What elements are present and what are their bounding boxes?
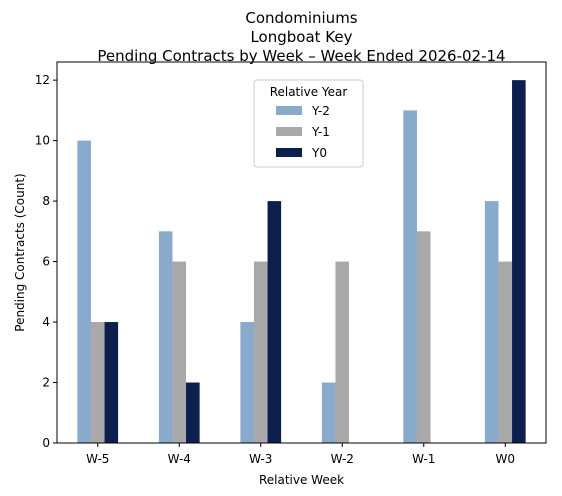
bar-y-2-w-1 [403, 110, 417, 443]
legend-label: Y0 [311, 146, 327, 160]
legend-label: Y-2 [311, 104, 330, 118]
plot-frame [56, 61, 547, 444]
legend-label: Y-1 [311, 125, 330, 139]
x-tick-label: W0 [496, 452, 516, 466]
y-tick-label: 8 [42, 194, 50, 208]
bar-y0-w-5 [104, 322, 119, 443]
title-line-2: Longboat Key [250, 28, 352, 46]
bar-y-1-w-2 [335, 261, 350, 443]
x-tick-label: W-5 [86, 452, 109, 466]
legend-item-y-1: Y-1 [276, 125, 330, 139]
x-axis: W-5 W-4 W-3 W-2 W-1 W0 [86, 443, 515, 466]
bars [77, 80, 526, 444]
bar-y0-w-4 [186, 382, 200, 443]
bar-y-1-w-5 [90, 322, 105, 443]
x-axis-label: Relative Week [259, 473, 344, 487]
bar-y0-w-3 [267, 201, 282, 443]
bar-y-2-w0 [484, 201, 499, 443]
legend-frame [253, 79, 364, 168]
legend-swatch [276, 106, 302, 115]
bar-y-2-w-4 [158, 231, 173, 443]
title-line-3: Pending Contracts by Week – Week Ended 2… [97, 47, 505, 65]
x-tick-label: W-2 [331, 452, 354, 466]
x-tick-label: W-1 [412, 452, 435, 466]
legend: Relative Year Y-2 Y-1 Y0 [253, 79, 364, 168]
y-tick-label: 0 [42, 436, 50, 450]
legend-title: Relative Year [270, 85, 348, 99]
y-tick-label: 12 [35, 73, 50, 87]
title-line-1: Condominiums [245, 9, 357, 27]
legend-item-y-2: Y-2 [276, 104, 330, 118]
y-axis: 0 2 4 6 8 10 12 [35, 73, 57, 450]
bar-y-1-w-1 [416, 231, 431, 443]
x-tick-label: W-3 [249, 452, 272, 466]
y-tick-label: 2 [42, 376, 50, 390]
y-tick-label: 6 [42, 255, 50, 269]
bar-y-2-w-5 [77, 140, 91, 443]
x-tick-label: W-4 [168, 452, 191, 466]
bar-y-1-w-3 [253, 261, 268, 443]
y-tick-label: 10 [35, 134, 50, 148]
y-tick-label: 4 [42, 315, 50, 329]
bar-y-1-w0 [498, 261, 513, 443]
legend-swatch [276, 127, 302, 136]
bar-y-1-w-4 [172, 261, 187, 443]
bar-y0-w0 [512, 80, 526, 444]
bar-y-2-w-3 [240, 322, 254, 443]
bar-y-2-w-2 [321, 382, 336, 443]
legend-swatch [276, 148, 302, 157]
legend-item-y0: Y0 [276, 146, 327, 160]
y-axis-label: Pending Contracts (Count) [13, 173, 27, 331]
